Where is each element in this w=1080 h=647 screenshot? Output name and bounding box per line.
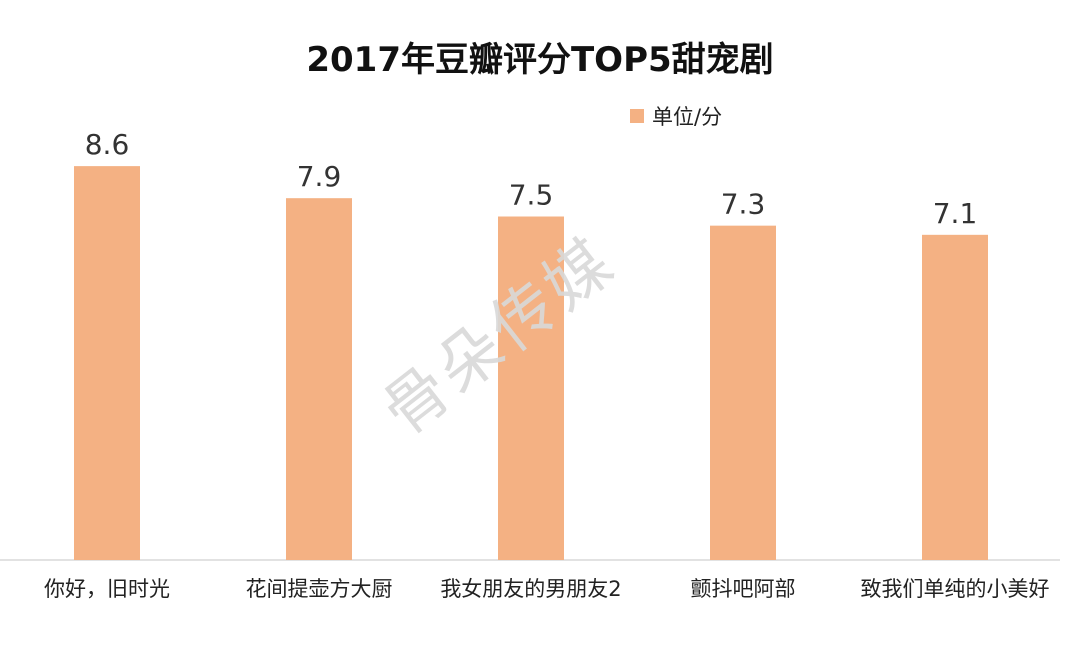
data-label: 7.3	[721, 188, 766, 221]
x-tick-label: 颤抖吧阿部	[691, 577, 796, 601]
x-tick-label: 花间提壶方大厨	[246, 577, 393, 601]
legend-label: 单位/分	[652, 105, 723, 129]
data-label: 7.5	[509, 179, 554, 212]
data-label: 8.6	[85, 128, 130, 161]
legend-swatch	[630, 109, 644, 123]
x-tick-label: 致我们单纯的小美好	[861, 577, 1050, 601]
x-tick-label: 你好，旧时光	[44, 577, 170, 601]
bar	[922, 234, 988, 560]
bar	[710, 225, 776, 560]
data-label: 7.1	[933, 197, 978, 230]
x-tick-label: 我女朋友的男朋友2	[440, 577, 621, 601]
bar	[498, 216, 564, 560]
chart-title: 2017年豆瓣评分TOP5甜宠剧	[306, 40, 774, 80]
legend: 单位/分	[630, 104, 723, 129]
bar	[286, 198, 352, 560]
bar	[74, 166, 140, 560]
data-label: 7.9	[297, 160, 342, 193]
